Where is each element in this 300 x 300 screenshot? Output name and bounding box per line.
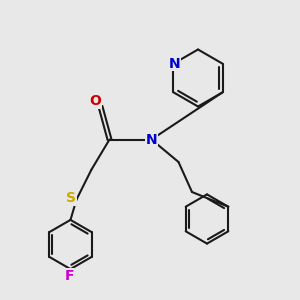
Text: F: F xyxy=(64,269,74,283)
Text: S: S xyxy=(66,191,76,205)
Text: N: N xyxy=(169,57,181,71)
Text: N: N xyxy=(146,133,157,146)
Text: O: O xyxy=(89,94,101,108)
